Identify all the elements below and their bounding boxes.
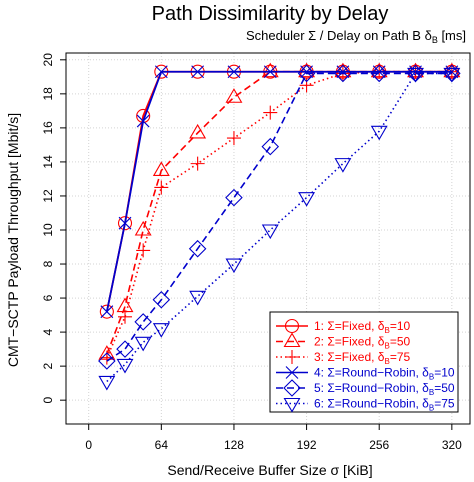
data-point [298, 62, 316, 78]
data-point [372, 65, 386, 79]
data-point [152, 323, 170, 338]
y-tick-label: 8 [41, 260, 55, 267]
data-point [298, 192, 316, 207]
data-point [134, 313, 152, 331]
x-tick-label: 192 [297, 438, 317, 452]
data-point [98, 375, 116, 391]
data-point [117, 216, 133, 231]
data-point [188, 239, 207, 258]
data-point [225, 258, 243, 274]
data-point [225, 188, 243, 207]
data-point [99, 304, 114, 319]
y-tick-label: 14 [41, 155, 55, 169]
legend-box [269, 311, 459, 413]
data-point [190, 156, 205, 171]
legend-label: 2: Σ=Fixed, δB=50 [314, 335, 410, 351]
y-tick-label: 20 [41, 53, 55, 67]
data-point [370, 125, 388, 141]
y-axis-label: CMT−SCTP Payload Throughput [Mbit/s] [5, 113, 21, 367]
plot-frame [65, 52, 471, 425]
legend-marker [283, 379, 301, 397]
series-6 [98, 67, 461, 391]
data-point [98, 352, 116, 370]
x-tick-label: 128 [224, 438, 244, 452]
data-point [407, 67, 424, 83]
y-tick-label: 6 [41, 294, 55, 301]
data-point [118, 216, 132, 230]
plot-area: 0 64 128 192 256 320 0 2 4 6 8 10 12 14 16 18 20 1: Σ=Fix… [41, 52, 471, 452]
x-tick-label: 256 [369, 438, 389, 452]
data-point [261, 137, 280, 156]
legend-marker [285, 366, 299, 379]
data-point [152, 290, 171, 309]
data-point [136, 243, 151, 258]
data-point [134, 220, 152, 236]
chart-subtitle: Scheduler Σ / Delay on Path B δB [ms] [246, 28, 466, 45]
data-point [189, 290, 207, 306]
x-tick-label: 64 [155, 438, 169, 452]
data-point [443, 67, 461, 83]
data-point [116, 340, 134, 358]
data-point [299, 78, 314, 93]
data-point [445, 65, 459, 79]
data-point [336, 65, 350, 79]
series-line [105, 70, 452, 312]
legend-item: 5: Σ=Round−Robin, δB=50 [276, 379, 455, 397]
series-line [105, 70, 452, 312]
data-point [116, 358, 134, 374]
legend-label: 6: Σ=Round−Robin, δB=75 [314, 397, 455, 413]
x-axis-label: Send/Receive Buffer Size σ [KiB] [167, 462, 372, 478]
legend-marker [283, 397, 301, 413]
data-point [263, 105, 278, 120]
y-tick-label: 4 [41, 328, 55, 335]
data-point [297, 64, 316, 83]
chart-title: Path Dissimilarity by Delay [152, 3, 389, 25]
data-point [154, 65, 168, 79]
y-tick-label: 0 [41, 397, 55, 404]
data-point [100, 305, 114, 319]
data-point [118, 309, 133, 324]
legend-marker [283, 332, 301, 348]
legend-label: 1: Σ=Fixed, δB=10 [314, 319, 410, 335]
data-point [334, 64, 352, 83]
data-point [227, 65, 241, 79]
x-tick-label: 0 [85, 438, 92, 452]
legend-label: 3: Σ=Fixed, δB=75 [314, 350, 410, 366]
legend-item: 4: Σ=Round−Robin, δB=10 [276, 366, 455, 382]
data-point [136, 114, 150, 128]
legend-item: 6: Σ=Round−Robin, δB=75 [276, 397, 455, 413]
data-point [263, 65, 277, 79]
data-point [261, 224, 279, 240]
data-point [134, 336, 152, 352]
data-point [334, 158, 352, 173]
data-point [409, 65, 422, 79]
legend-label: 4: Σ=Round−Robin, δB=10 [314, 366, 455, 382]
legend-marker [285, 350, 299, 364]
data-point [225, 88, 243, 103]
legend: 1: Σ=Fixed, δB=102: Σ=Fixed, δB=503: Σ=F… [269, 311, 459, 413]
data-point [189, 123, 207, 139]
y-tick-label: 12 [41, 189, 55, 203]
legend-label: 5: Σ=Round−Robin, δB=50 [314, 381, 455, 397]
x-tick-label: 320 [442, 438, 462, 452]
data-point [300, 65, 313, 79]
data-point [226, 131, 241, 146]
y-tick-label: 10 [41, 223, 55, 237]
data-point [154, 180, 169, 195]
y-tick-label: 2 [41, 362, 55, 369]
y-tick-label: 16 [41, 121, 55, 135]
y-tick-label: 18 [41, 87, 55, 101]
data-point [152, 161, 170, 176]
data-point [191, 65, 205, 79]
data-point [261, 62, 279, 78]
series-line [106, 72, 452, 383]
data-point [370, 64, 388, 83]
data-point [116, 297, 134, 313]
